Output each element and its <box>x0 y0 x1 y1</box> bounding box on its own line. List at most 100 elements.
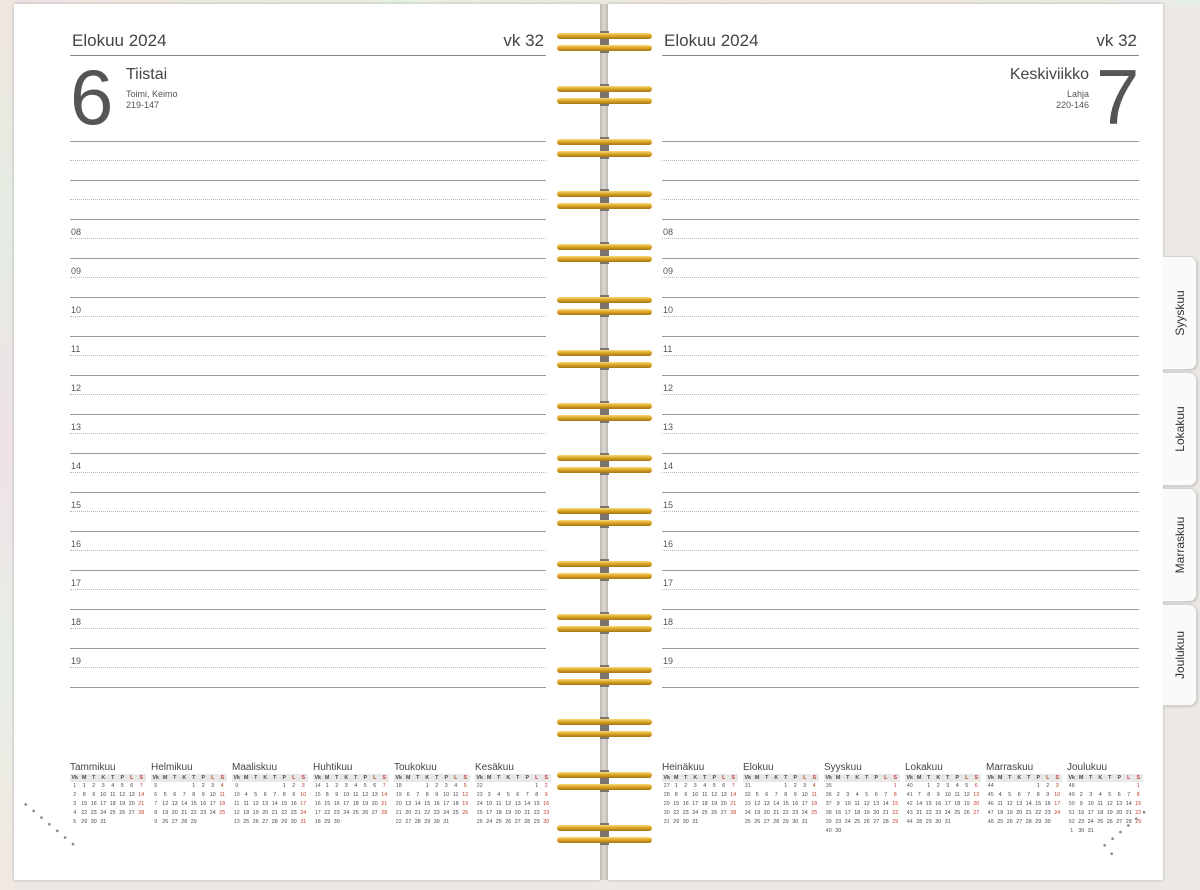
half-hour-line <box>70 160 546 161</box>
date-cell: 9 <box>684 792 688 798</box>
date-cell <box>180 782 190 791</box>
date-cell: 3 <box>803 783 807 789</box>
date-cell <box>261 782 271 791</box>
date-cell: 7 <box>382 783 386 789</box>
day-name: Keskiviikko <box>1009 66 1089 83</box>
date-cell: 21 <box>1025 810 1032 816</box>
week-number-cell: 49 <box>1068 792 1075 798</box>
date-cell: 13 <box>973 792 980 798</box>
week-number-cell: 22 <box>395 819 402 825</box>
tab-joulukuu[interactable]: Joulukuu <box>1163 604 1197 706</box>
date-cell: 6 <box>516 792 520 798</box>
weekday-label: P <box>874 775 879 781</box>
date-cell <box>772 782 782 791</box>
tab-marraskuu[interactable]: Marraskuu <box>1163 488 1197 602</box>
week-row: 51 16 17 18 19 20 21 22 <box>1067 809 1143 818</box>
week-number-cell: 7 <box>154 801 158 807</box>
weekday-label: T <box>1008 775 1012 781</box>
half-hour-line <box>70 628 546 629</box>
floral-border-left <box>0 0 14 890</box>
date-cell: 25 <box>495 819 502 825</box>
date-cell: 19 <box>162 810 169 816</box>
mini-calendar: Syyskuu Vk M T K T P L S 35 1 36 2 3 4 5 6 7 8 37 9 10 11 12 13 1… <box>824 762 900 836</box>
date-cell: 17 <box>1054 801 1061 807</box>
schedule-line <box>70 570 546 571</box>
week-row: 44 1 2 3 <box>986 782 1062 791</box>
tab-lokakuu[interactable]: Lokakuu <box>1163 372 1197 486</box>
date-cell: 11 <box>811 792 818 798</box>
date-cell: 16 <box>200 801 207 807</box>
hour-label: 14 <box>663 461 674 471</box>
day-name: Tiistai <box>126 66 168 83</box>
mini-calendar-month: Toukokuu <box>394 762 437 773</box>
date-cell: 6 <box>765 792 769 798</box>
date-cell <box>881 782 891 791</box>
schedule-line <box>70 297 546 298</box>
date-cell: 9 <box>836 801 840 807</box>
date-cell: 12 <box>252 801 259 807</box>
weekday-label: K <box>936 775 941 781</box>
date-cell: 29 <box>190 819 197 825</box>
weekday-label: M <box>755 775 760 781</box>
hour-label: 13 <box>663 422 674 432</box>
weekday-label: P <box>525 775 530 781</box>
week-row: 8 19 20 21 22 23 24 25 <box>151 809 227 818</box>
day-number: 6 <box>70 53 114 141</box>
week-row: 12 18 19 20 21 22 23 24 <box>232 809 308 818</box>
date-cell: 19 <box>362 801 369 807</box>
date-cell <box>161 782 171 791</box>
date-cell: 27 <box>262 819 269 825</box>
date-cell: 2 <box>793 783 797 789</box>
date-cell: 30 <box>835 828 842 834</box>
weekday-label: K <box>425 775 430 781</box>
weekday-label: L <box>454 775 458 781</box>
date-cell: 10 <box>209 792 216 798</box>
date-cell: 12 <box>863 801 870 807</box>
date-cell: 2 <box>335 783 339 789</box>
date-cell: 28 <box>271 819 278 825</box>
date-cell: 8 <box>425 792 429 798</box>
week-number-cell: 33 <box>744 801 751 807</box>
spiral-ring <box>557 453 652 476</box>
hour-label: 17 <box>71 578 82 588</box>
date-cell: 21 <box>271 810 278 816</box>
date-cell: 28 <box>730 810 737 816</box>
hour-label: 15 <box>663 500 674 510</box>
date-cell: 7 <box>1027 792 1031 798</box>
date-cell <box>513 782 523 791</box>
date-cell <box>1015 782 1025 791</box>
date-cell: 26 <box>462 810 469 816</box>
date-cell: 13 <box>262 801 269 807</box>
date-cell: 25 <box>1097 819 1104 825</box>
date-cell: 14 <box>882 801 889 807</box>
date-cell: 27 <box>720 810 727 816</box>
date-cell <box>108 818 118 827</box>
weekday-label: L <box>722 775 726 781</box>
mini-calendar: Lokakuu Vk M T K T P L S 40 1 2 3 4 5 6 41 7 8 9 10 11 12 13 42 1… <box>905 762 981 827</box>
date-cell: 9 <box>793 792 797 798</box>
date-cell: 14 <box>381 792 388 798</box>
date-cell: 26 <box>119 810 126 816</box>
spiral-ring <box>557 136 652 159</box>
date-cell: 19 <box>505 810 512 816</box>
date-cell: 10 <box>844 801 851 807</box>
week-number-cell: 5 <box>73 819 77 825</box>
week-row: 36 2 3 4 5 6 7 8 <box>824 791 900 800</box>
schedule-line <box>70 219 546 220</box>
date-cell: 8 <box>927 792 931 798</box>
date-cell: 30 <box>1044 819 1051 825</box>
date-cell: 9 <box>201 792 205 798</box>
date-cell: 9 <box>1079 801 1083 807</box>
date-cell: 20 <box>514 810 521 816</box>
date-cell: 6 <box>406 792 410 798</box>
date-cell: 31 <box>100 819 107 825</box>
date-cell: 1 <box>82 783 86 789</box>
spiral-ring <box>557 559 652 581</box>
weekday-header: Vk M T K T P L S <box>986 774 1062 782</box>
date-cell: 22 <box>782 810 789 816</box>
date-cell: 29 <box>424 819 431 825</box>
hour-label: 09 <box>663 266 674 276</box>
tab-syyskuu[interactable]: Syyskuu <box>1163 256 1197 370</box>
